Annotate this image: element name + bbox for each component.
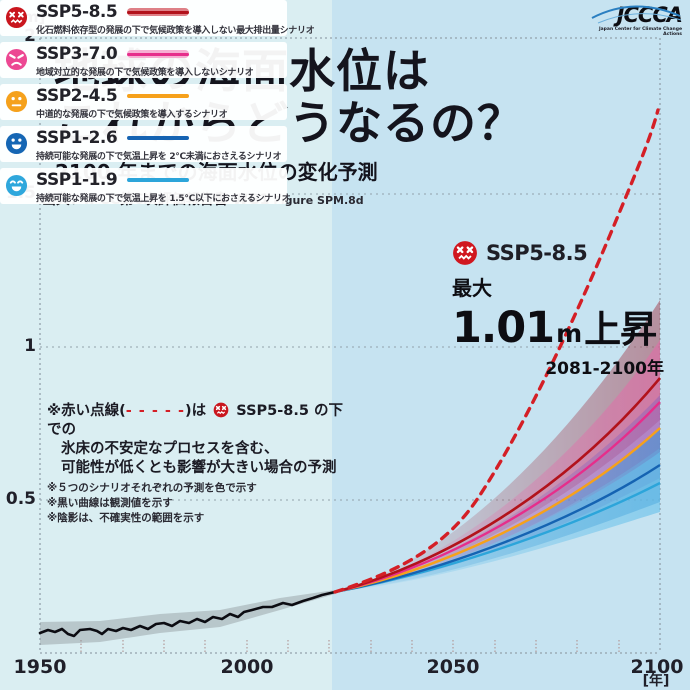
ssp5-85-dead-face-icon [5,6,28,29]
x-tick-2050: 2050 [426,656,480,678]
y-tick-0-5: 0.5 [5,489,36,509]
ssp5-85-dead-face-icon [213,402,229,418]
ssp2-45-neutral-face-icon [5,90,28,113]
legend-name: SSP1-1.9 [36,170,118,190]
x-tick-1950: 1950 [13,656,67,678]
y-tick-1: 1 [24,336,36,356]
note-line-2: 氷床の不安定なプロセスを含む、 [61,441,279,458]
ssp5-85-line-swatch [127,8,190,17]
ssp1-19-band [335,452,660,592]
max-rise-annotation: SSP5-8.5 最大 1.01 m 上昇 2081-2100年 [452,240,664,379]
legend-name: SSP5-8.5 [36,2,118,22]
annotation-value-row: 1.01 m 上昇 [452,299,664,353]
legend-desc: 地域対立的な発展の下で気候政策を導入しないシナリオ [36,67,254,78]
legend-name: SSP1-2.6 [36,128,118,148]
legend-item-ssp1-19: SSP1-1.9 持続可能な発展の下で気温上昇を 1.5℃以下におさえるシナリオ [0,168,291,204]
footnotes: ※赤い点線(- - - - -)は SSP5-8.5 の下での 氷床の不安定なプ… [47,402,347,525]
annotation-scenario: SSP5-8.5 [486,241,588,265]
y-tick-2: 2 [24,26,36,46]
x-tick-2000: 2000 [220,656,274,678]
annotation-prefix: 最大 [452,276,492,300]
legend-desc: 化石燃料依存型の発展の下で気候政策を導入しない最大排出量シナリオ [36,25,315,36]
ssp2-45-line-swatch [127,92,190,100]
legend-desc: 中道的な発展の下で気候政策を導入するシナリオ [36,109,228,120]
ssp5-85-dead-face-icon [453,241,477,265]
ssp3-70-line-swatch [127,50,190,59]
legend-desc: 持続可能な発展の下で気温上昇を 2℃未満におさえるシナリオ [36,151,282,162]
scenario-legend: SSP5-8.5 化石燃料依存型の発展の下で気候政策を導入しない最大排出量シナリ… [0,0,315,204]
legend-item-ssp5-85: SSP5-8.5 化石燃料依存型の発展の下で気候政策を導入しない最大排出量シナリ… [0,0,315,36]
sub-note-observed: ※黒い曲線は観測値を示す [47,496,173,509]
ssp1-19-laughing-face-icon [5,174,28,197]
red-dashes-sample: - - - - - [125,403,186,419]
ssp5-85-line [334,377,661,594]
x-minor-ticks [80,640,620,653]
legend-name: SSP3-7.0 [36,44,118,64]
observed-line [38,590,337,638]
ssp1-26-line-swatch [127,134,190,142]
logo-wordmark: JCCCA [616,3,683,27]
red-dashed-line-note: ※赤い点線(- - - - -)は SSP5-8.5 の下での 氷床の不安定なプ… [47,402,347,479]
x-axis-unit: [年] [642,673,670,689]
note-line-3: 可能性が低くとも影響が大きい場合の予測 [61,460,337,477]
plot-frame [39,37,661,654]
annotation-value: 1.01 [452,303,555,353]
source-figure-ref: Figure SPM.8d [273,194,364,207]
annotation-period: 2081-2100年 [545,359,664,379]
logo-tagline: Japan Center for Climate Change Actions [598,27,682,37]
note-scenario-name: SSP5-8.5 [236,403,309,419]
observed-band [40,590,335,645]
sub-note-shading: ※陰影は、不確実性の範囲を示す [47,511,205,524]
low-likelihood-dashed-line [333,108,660,594]
ssp1-19-line-swatch [127,176,190,184]
legend-desc: 持続可能な発展の下で気温上昇を 1.5℃以下におさえるシナリオ [36,193,291,204]
legend-item-ssp1-26: SSP1-2.6 持続可能な発展の下で気温上昇を 2℃未満におさえるシナリオ [0,126,287,162]
annotation-suffix: 上昇 [584,308,657,351]
sub-notes: ※５つのシナリオそれぞれの予測を色で示す ※黒い曲線は観測値を示す ※陰影は、不… [47,481,347,526]
x-tick-2100: 2100 [630,656,684,678]
sub-note-colors: ※５つのシナリオそれぞれの予測を色で示す [47,481,257,494]
note-text: ※赤い点線( [47,403,126,419]
legend-name: SSP2-4.5 [36,86,118,106]
annotation-unit: m [556,319,583,348]
jccca-logo: JCCCA Japan Center for Climate Change Ac… [590,3,683,37]
note-text: )は [185,403,207,419]
legend-item-ssp3-70: SSP3-7.0 地域対立的な発展の下で気候政策を導入しないシナリオ [0,42,287,78]
note-text: の下での [47,403,344,439]
ssp3-70-sad-face-icon [5,48,28,71]
legend-item-ssp2-45: SSP2-4.5 中道的な発展の下で気候政策を導入するシナリオ [0,84,287,120]
ssp1-26-happy-face-icon [5,132,28,155]
